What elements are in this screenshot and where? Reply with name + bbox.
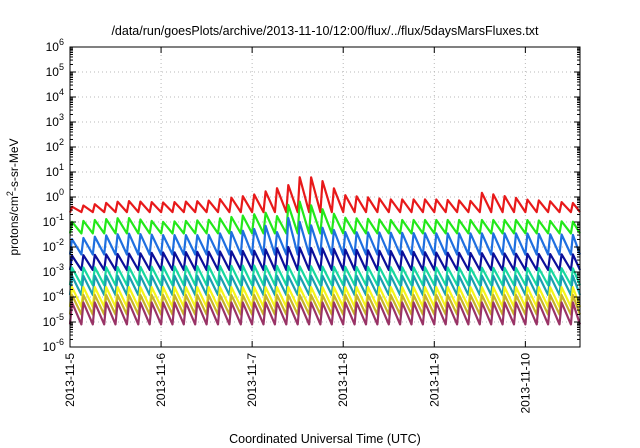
chart-title: /data/run/goesPlots/archive/2013-11-10/1… — [111, 24, 539, 38]
series-line-0 — [68, 176, 581, 214]
y-axis-label: protons/cm2-s-sr-MeV — [5, 138, 21, 255]
series-line-6 — [68, 286, 582, 308]
y-axis-ticks: 10-6 10-5 10-4 10-3 10-2 10-1 100 101 102 103 104 1… — [43, 37, 580, 354]
series-line-3 — [68, 245, 582, 272]
x-axis-ticks: 2013-11-5 2013-11-6 2013-11-7 2013-11-8 2013… — [63, 47, 532, 414]
series-line-7 — [68, 293, 582, 316]
x-tick-label: 2013-11-10 — [518, 353, 532, 414]
x-axis-label: Coordinated Universal Time (UTC) — [229, 432, 421, 446]
x-tick-label: 2013-11-5 — [63, 353, 77, 407]
y-tick-label: 10-3 — [43, 262, 64, 279]
x-tick-label: 2013-11-7 — [245, 353, 259, 407]
y-tick-label: 104 — [46, 87, 64, 104]
y-tick-label: 100 — [46, 187, 64, 204]
x-tick-label: 2013-11-8 — [336, 353, 350, 407]
y-tick-label: 106 — [46, 37, 64, 54]
y-tick-label: 102 — [46, 137, 64, 154]
series-line-5 — [68, 274, 582, 297]
series-lines — [68, 176, 582, 326]
y-tick-label: 10-4 — [43, 287, 64, 304]
x-tick-label: 2013-11-9 — [427, 353, 441, 407]
series-line-8 — [68, 301, 582, 326]
y-tick-label: 105 — [46, 62, 64, 79]
series-line-4 — [68, 264, 582, 287]
y-tick-label: 10-6 — [43, 337, 64, 354]
y-tick-label: 10-1 — [43, 212, 64, 229]
y-tick-label: 101 — [46, 162, 64, 179]
y-tick-label: 10-5 — [43, 312, 64, 329]
series-line-2 — [68, 216, 582, 256]
x-tick-label: 2013-11-6 — [154, 353, 168, 407]
y-tick-label: 103 — [46, 112, 64, 129]
series-line-1 — [68, 200, 581, 235]
y-tick-label: 10-2 — [43, 237, 64, 254]
